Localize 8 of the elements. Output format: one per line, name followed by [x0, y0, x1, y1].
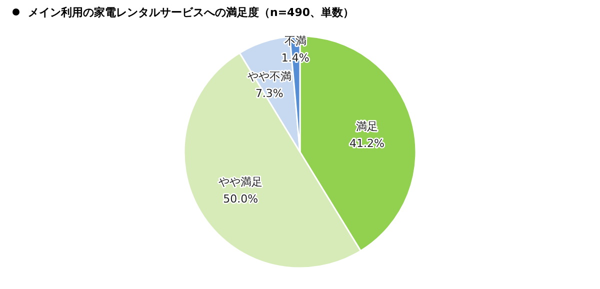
- slice-label: 満足: [356, 120, 378, 134]
- data-label: 7.3%: [255, 87, 284, 100]
- slice-label: やや満足: [218, 175, 263, 188]
- slice-label: 不満: [284, 34, 306, 48]
- data-label: 50.0%: [223, 192, 258, 206]
- slice-label: やや不満: [247, 70, 292, 84]
- data-label: 41.2%: [350, 137, 384, 150]
- chart-title: メイン利用の家電レンタルサービスへの満足度（n=490、単数）: [28, 6, 354, 19]
